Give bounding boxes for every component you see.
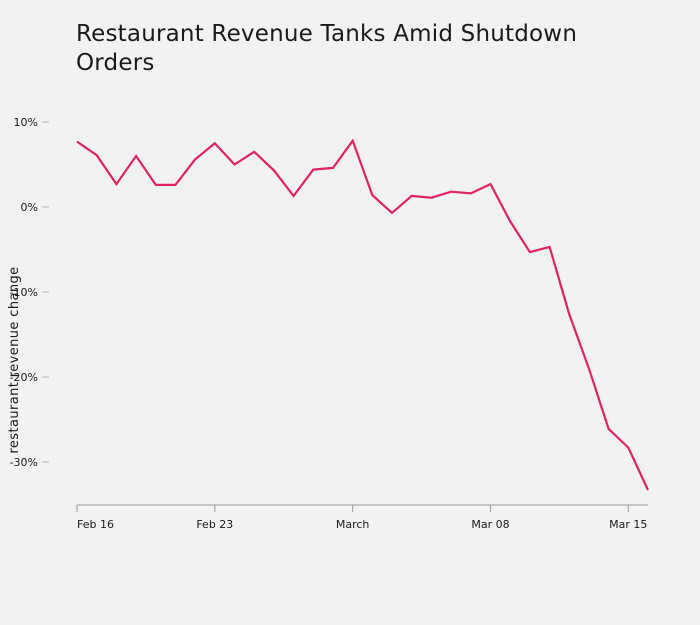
y-tick-label: -10% <box>10 286 38 299</box>
x-tick-label: March <box>336 518 370 531</box>
x-tick-label: Feb 16 <box>77 518 114 531</box>
y-tick-label: -30% <box>10 456 38 469</box>
x-tick-label: Feb 23 <box>196 518 233 531</box>
y-axis: 10% 0% -10% -20% -30% <box>10 116 49 469</box>
y-tick-label: 0% <box>21 201 38 214</box>
series-line <box>76 138 649 491</box>
y-tick-label: -20% <box>10 371 38 384</box>
y-tick-label: 10% <box>14 116 38 129</box>
x-tick-label: Mar 15 <box>609 518 647 531</box>
y-axis-label: restaurant revenue change <box>7 266 22 453</box>
chart-title: Restaurant Revenue Tanks Amid Shutdown O… <box>76 21 578 76</box>
x-tick-label: Mar 08 <box>471 518 509 531</box>
x-axis: Feb 16 Feb 23 March Mar 08 Mar 15 <box>76 504 648 531</box>
series-group <box>76 138 649 491</box>
